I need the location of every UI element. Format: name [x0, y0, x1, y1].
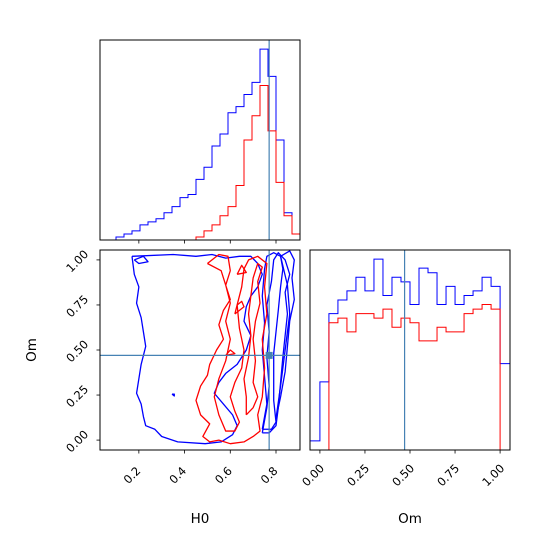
- contour-1: [133, 255, 149, 265]
- hist-Om-xtick-label-0: 0.00: [299, 461, 327, 489]
- panel-hist-Om: 0.00 0.25 0.50 0.75 1.00 Om: [299, 249, 511, 527]
- hist-H0-frame: [99, 39, 301, 241]
- hist-H0-series-0-steps: [100, 48, 300, 240]
- contour-xtick-label-0: 0.2: [121, 464, 144, 487]
- contour-0: [131, 253, 263, 445]
- panel-contour-H0-Om: 0.2 0.4 0.6 0.8 0.00 0.25 0.50 0.75 1.00 H0 Om: [24, 247, 301, 527]
- contour-xtick-label-3: 0.8: [258, 464, 281, 487]
- hist-Om-series-0-steps: [310, 258, 510, 450]
- hist-Om-xtick-label-3: 0.75: [434, 461, 462, 489]
- xlabel-H0: H0: [191, 511, 210, 527]
- contour-7: [236, 264, 247, 275]
- contour-ytick-label-3: 0.75: [63, 292, 91, 320]
- hist-Om-xtick-label-2: 0.50: [389, 461, 417, 489]
- hist-H0-series-1-steps: [100, 84, 300, 240]
- contour-9: [225, 349, 236, 357]
- contour-ytick-label-1: 0.25: [63, 382, 91, 410]
- contour-6: [195, 253, 268, 445]
- contour-8: [234, 300, 245, 315]
- hist-Om-frame: [309, 249, 511, 451]
- hist-Om-xtick-label-4: 1.00: [479, 461, 507, 489]
- contour-ytick-label-2: 0.50: [63, 337, 91, 365]
- hist-Om-series-1-steps: [310, 304, 510, 450]
- hist-Om-xtick-label-1: 0.25: [344, 461, 372, 489]
- contour-2: [171, 393, 175, 397]
- contour-xtick-label-2: 0.6: [212, 464, 235, 487]
- contour-frame: [99, 249, 301, 451]
- panel-hist-H0: [99, 39, 301, 244]
- truth-marker: [265, 351, 273, 359]
- contour-ytick-label-4: 1.00: [63, 247, 91, 275]
- contour-ytick-label-0: 0.00: [63, 427, 91, 455]
- contour-10: [243, 262, 263, 416]
- xlabel-Om: Om: [398, 511, 422, 527]
- ylabel-Om: Om: [24, 338, 40, 362]
- contour-5: [275, 250, 295, 420]
- contour-xtick-label-1: 0.4: [166, 464, 189, 487]
